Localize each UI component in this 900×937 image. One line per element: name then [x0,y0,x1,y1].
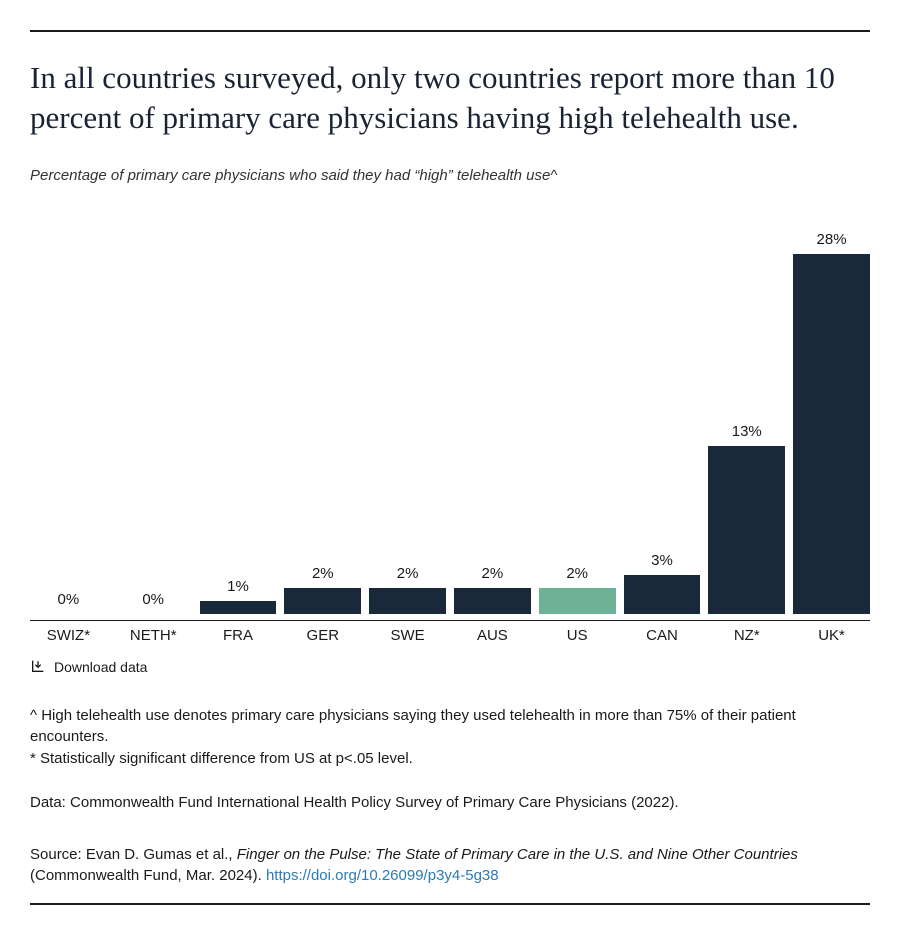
chart-title: In all countries surveyed, only two coun… [30,58,870,139]
x-axis-label: SWIZ* [30,621,107,644]
download-data-button[interactable]: Download data [30,658,870,677]
bar-column: 2% [284,224,361,614]
bar-value-label: 28% [817,231,847,248]
download-label: Download data [54,659,147,675]
x-axis-label: AUS [454,621,531,644]
bar-value-label: 2% [482,565,504,582]
bar [284,588,361,614]
x-axis-label: NETH* [115,621,192,644]
bar-column: 2% [539,224,616,614]
footnote-data: Data: Commonwealth Fund International He… [30,792,870,814]
bar-column: 3% [624,224,701,614]
source-link[interactable]: https://doi.org/10.26099/p3y4-5g38 [266,867,499,884]
bar-column: 28% [793,224,870,614]
x-axis-label: US [539,621,616,644]
bar-value-label: 0% [142,591,164,608]
bottom-rule [30,903,870,905]
bar-value-label: 13% [732,423,762,440]
source-title: Finger on the Pulse: The State of Primar… [237,846,798,863]
x-axis-label: NZ* [708,621,785,644]
bar [793,254,870,614]
bar-column: 13% [708,224,785,614]
source-line: Source: Evan D. Gumas et al., Finger on … [30,844,870,888]
footnotes: ^ High telehealth use denotes primary ca… [30,705,870,814]
bar [369,588,446,614]
source-suffix: (Commonwealth Fund, Mar. 2024). [30,867,266,884]
x-axis: SWIZ* NETH* FRA GER SWE AUS US CAN NZ* UK* [30,620,870,644]
x-axis-label: FRA [200,621,277,644]
bar-value-label: 2% [312,565,334,582]
source-prefix: Source: Evan D. Gumas et al., [30,846,237,863]
bar [454,588,531,614]
chart-subtitle: Percentage of primary care physicians wh… [30,167,870,184]
x-axis-label: GER [284,621,361,644]
bar-value-label: 3% [651,552,673,569]
bar-column: 0% [115,224,192,614]
x-axis-label: SWE [369,621,446,644]
download-icon [30,658,46,677]
bar [539,588,616,614]
bar [200,601,277,614]
bar-value-label: 2% [397,565,419,582]
bar-column: 0% [30,224,107,614]
bar-value-label: 1% [227,578,249,595]
footnote-asterisk: * Statistically significant difference f… [30,748,870,770]
top-rule [30,30,870,32]
footnote-caret: ^ High telehealth use denotes primary ca… [30,705,870,749]
bar [708,446,785,613]
bar-column: 2% [369,224,446,614]
bar-column: 2% [454,224,531,614]
bar [624,575,701,614]
x-axis-label: UK* [793,621,870,644]
bar-value-label: 0% [58,591,80,608]
bar-chart: 0% 0% 1% 2% 2% 2% 2% 3% 13% 28% [30,224,870,614]
bar-value-label: 2% [566,565,588,582]
bar-column: 1% [200,224,277,614]
x-axis-label: CAN [624,621,701,644]
